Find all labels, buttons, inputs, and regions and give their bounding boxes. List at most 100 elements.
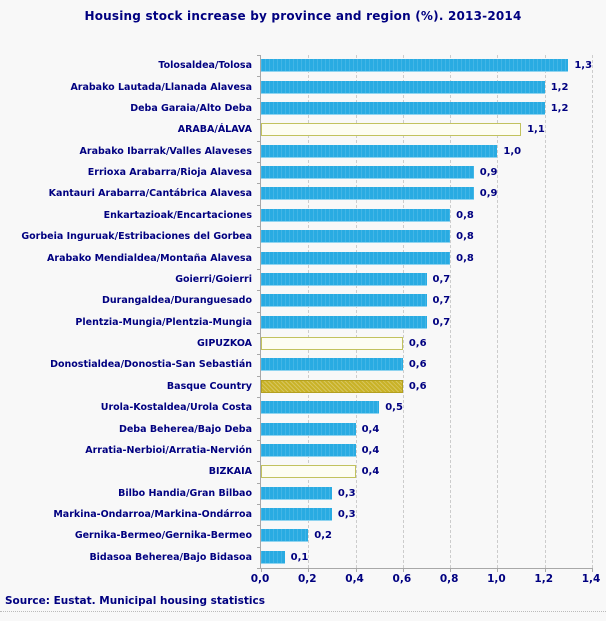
- bar-row: Gorbeia Inguruak/Estribaciones del Gorbe…: [21, 226, 592, 247]
- category-label: Tolosaldea/Tolosa: [158, 60, 252, 72]
- plot-area: Tolosaldea/Tolosa 1,3 Arabako Lautada/Llan…: [21, 55, 593, 572]
- category-label: Arratia-Nerbioi/Arratia-Nervión: [85, 444, 252, 456]
- category-label: Donostialdea/Donostia-San Sebastián: [50, 359, 252, 371]
- x-axis-label: 1,0: [487, 573, 506, 585]
- bar-district: [261, 294, 427, 308]
- y-axis-tick: [257, 439, 261, 441]
- bar-district: [261, 443, 356, 457]
- category-label: Markina-Ondarroa/Markina-Ondárroa: [53, 509, 252, 521]
- x-axis-tick: [544, 568, 546, 572]
- bar-row: Urola-Kostaldea/Urola Costa 0,5: [101, 397, 592, 418]
- value-label: 0,7: [432, 295, 451, 307]
- bar-district: [261, 144, 498, 158]
- gridline: [544, 55, 546, 568]
- bar-row: Donostialdea/Donostia-San Sebastián 0,6: [50, 354, 592, 375]
- bar-district: [261, 272, 427, 286]
- y-axis-tick: [257, 332, 261, 334]
- category-label: Enkartazioak/Encartaciones: [103, 209, 252, 221]
- y-axis-tick: [257, 183, 261, 185]
- category-label: Deba Garaia/Alto Deba: [130, 102, 252, 114]
- bar-row: Basque Country 0,6: [167, 376, 592, 397]
- bar-row: Bilbo Handia/Gran Bilbao 0,3: [118, 483, 592, 504]
- value-label: 0,6: [408, 359, 427, 371]
- x-axis-label: 1,4: [581, 573, 601, 585]
- category-label: Bilbo Handia/Gran Bilbao: [118, 487, 252, 499]
- category-label: Errioxa Arabarra/Rioja Alavesa: [87, 167, 252, 179]
- y-axis-tick: [257, 140, 261, 142]
- value-label: 0,2: [314, 530, 332, 542]
- bar-district: [261, 401, 380, 415]
- bar-row: Plentzia-Mungia/Plentzia-Mungia 0,7: [75, 312, 592, 333]
- y-axis-tick: [257, 268, 261, 270]
- category-label: Arabako Ibarrak/Valles Alaveses: [79, 145, 252, 157]
- category-label: Plentzia-Mungia/Plentzia-Mungia: [75, 316, 252, 328]
- y-axis-tick: [257, 354, 261, 356]
- y-axis-tick: [257, 247, 261, 249]
- bar-row: Bidasoa Beherea/Bajo Bidasoa 0,1: [89, 547, 592, 568]
- x-axis-tick: [592, 568, 593, 572]
- category-label: Basque Country: [166, 380, 252, 392]
- value-label: 0,6: [408, 338, 427, 350]
- bar-district: [261, 230, 451, 244]
- bar-district: [261, 358, 403, 372]
- category-label: ARABA/ÁLAVA: [177, 124, 252, 136]
- value-label: 0,4: [361, 466, 380, 478]
- bar-row: ARABA/ÁLAVA 1,1: [178, 119, 592, 140]
- value-label: 0,1: [290, 551, 309, 563]
- x-axis-tick: [261, 568, 262, 572]
- value-label: 1,1: [527, 124, 545, 136]
- bar-row: Kantauri Arabarra/Cantábrica Alavesa 0,9: [49, 183, 592, 204]
- y-axis-tick: [257, 461, 261, 463]
- bar-row: Tolosaldea/Tolosa 1,3: [158, 55, 593, 76]
- value-label: 0,9: [479, 167, 498, 179]
- bar-row: Goierri/Goierri 0,7: [175, 269, 592, 290]
- y-axis-tick: [257, 119, 261, 121]
- y-axis-tick: [257, 568, 261, 569]
- bar-district: [261, 251, 451, 265]
- bar-row: GIPUZKOA 0,6: [197, 333, 592, 354]
- category-label: Goierri/Goierri: [175, 273, 252, 285]
- bar-district: [261, 508, 332, 522]
- y-axis-tick: [257, 76, 261, 78]
- bar-country: [261, 379, 403, 393]
- x-axis-label: 0,4: [345, 573, 364, 585]
- value-label: 0,3: [337, 487, 356, 499]
- x-axis-label: 0,8: [439, 573, 459, 585]
- x-axis-tick: [308, 568, 310, 572]
- y-axis-tick: [257, 397, 261, 398]
- value-label: 1,2: [550, 81, 569, 93]
- value-label: 1,3: [574, 60, 593, 72]
- bar-district: [261, 422, 356, 436]
- value-label: 0,9: [479, 188, 498, 200]
- value-label: 0,8: [456, 231, 474, 243]
- bar-row: Enkartazioak/Encartaciones 0,8: [104, 205, 592, 226]
- bar-district: [261, 101, 545, 115]
- value-label: 0,5: [385, 402, 403, 414]
- bar-district: [261, 529, 309, 543]
- value-label: 0,3: [337, 509, 356, 521]
- bar-province: [261, 337, 403, 351]
- bar-district: [261, 486, 332, 500]
- x-axis-label: 1,2: [534, 573, 554, 585]
- source-note: Source: Eustat. Municipal housing statis…: [5, 595, 265, 607]
- bar-row: Errioxa Arabarra/Rioja Alavesa 0,9: [88, 162, 592, 183]
- category-label: BIZKAIA: [208, 466, 252, 478]
- y-axis-tick: [257, 482, 261, 484]
- category-label: Arabako Mendialdea/Montaña Alavesa: [47, 252, 252, 264]
- value-label: 1,2: [550, 102, 569, 114]
- x-axis-tick: [450, 568, 452, 572]
- y-axis-tick: [257, 290, 261, 292]
- bar-district: [261, 315, 427, 329]
- x-axis-tick: [402, 568, 404, 572]
- y-axis-tick: [257, 503, 261, 505]
- x-axis-label: 0,6: [392, 573, 412, 585]
- bar-province: [261, 465, 356, 479]
- gridline: [308, 55, 310, 568]
- gridline: [592, 55, 593, 568]
- category-label: Urola-Kostaldea/Urola Costa: [100, 402, 252, 414]
- category-label: Arabako Lautada/Llanada Alavesa: [70, 81, 252, 93]
- x-axis-label: 0,2: [297, 573, 317, 585]
- bar-district: [261, 166, 474, 180]
- chart-title: Housing stock increase by province and r…: [84, 9, 522, 23]
